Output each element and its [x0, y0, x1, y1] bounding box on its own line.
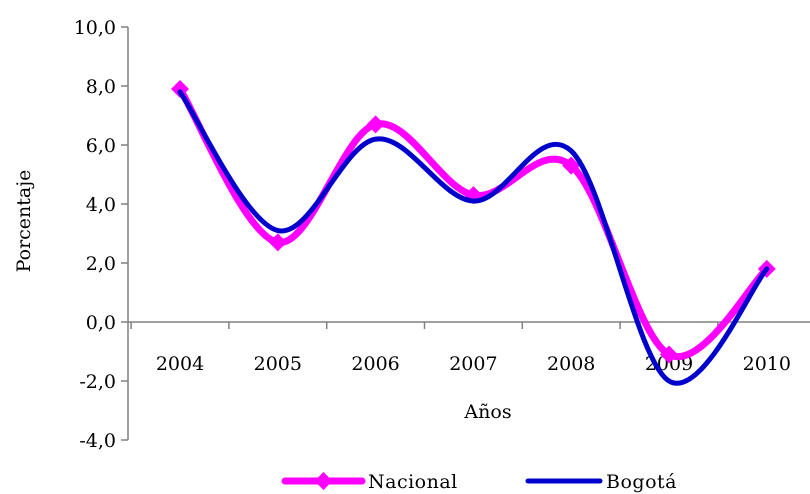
- data-point-nacional: [660, 345, 678, 364]
- y-tick-label: 6,0: [86, 135, 116, 157]
- x-tick-label: 2010: [743, 353, 791, 375]
- legend: Nacional Bogotá: [281, 471, 677, 493]
- x-tick-label: 2004: [156, 353, 204, 375]
- legend-marker-nacional: [314, 472, 333, 490]
- x-axis: 2004 2005 2006 2007 2008 2009 2010: [128, 321, 810, 375]
- series-line-bogota: [177, 89, 770, 386]
- legend-label-nacional: Nacional: [368, 471, 458, 493]
- x-tick-label: 2008: [547, 353, 595, 375]
- legend-label-bogota: Bogotá: [606, 471, 677, 493]
- y-tick-label: 4,0: [86, 194, 116, 216]
- data-point-nacional: [268, 233, 287, 252]
- y-tick-label: 0,0: [86, 312, 116, 334]
- y-tick-label: 8,0: [86, 76, 116, 98]
- y-tick-label: -4,0: [79, 430, 116, 452]
- x-tick-label: 2006: [351, 353, 399, 375]
- y-tick-label: -2,0: [79, 371, 116, 393]
- series-layer: [171, 79, 776, 386]
- y-tick-label: 10,0: [74, 17, 116, 39]
- data-point-nacional: [171, 79, 189, 98]
- y-axis: 10,0 8,0 6,0 4,0 2,0 0,0 -2,0 -4,0: [74, 17, 129, 452]
- data-point-nacional: [562, 156, 581, 175]
- y-tick-label: 2,0: [86, 253, 116, 275]
- y-axis-title: Porcentaje: [13, 170, 35, 273]
- x-tick-label: 2007: [449, 353, 497, 375]
- x-axis-title: Años: [463, 401, 511, 423]
- data-point-nacional: [366, 115, 385, 134]
- x-tick-label: 2005: [254, 353, 302, 375]
